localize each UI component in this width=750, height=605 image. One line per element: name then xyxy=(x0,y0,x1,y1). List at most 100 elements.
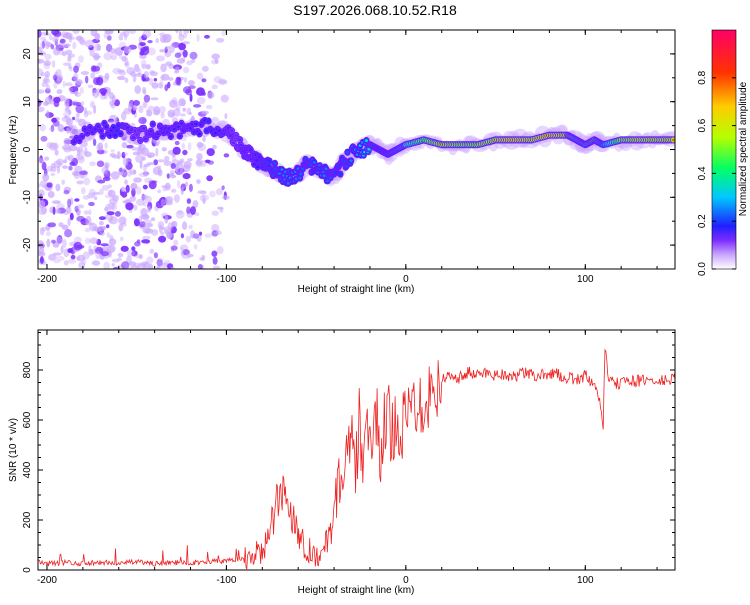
noise-blob xyxy=(174,140,180,146)
noise-blob xyxy=(147,222,154,228)
noise-blob xyxy=(67,154,74,162)
noise-blob xyxy=(204,34,210,39)
noise-blob xyxy=(88,188,96,198)
noise-blob xyxy=(160,112,165,119)
noise-blob xyxy=(211,53,220,60)
colorbar-tick-label: 0.8 xyxy=(697,70,708,84)
noise-blob xyxy=(72,41,77,50)
noise-blob xyxy=(182,49,188,58)
noise-blob xyxy=(142,30,152,39)
noise-blob xyxy=(142,235,151,240)
noise-blob xyxy=(164,215,169,224)
noise-blob xyxy=(159,49,166,53)
noise-blob xyxy=(131,147,139,151)
noise-blob xyxy=(44,96,52,105)
noise-blob xyxy=(99,231,105,237)
noise-blob xyxy=(184,76,187,83)
noise-blob xyxy=(110,48,117,55)
noise-blob xyxy=(191,59,196,63)
noise-blob xyxy=(160,74,165,81)
noise-blob xyxy=(118,52,123,60)
noise-blob xyxy=(106,224,110,229)
noise-blob xyxy=(126,67,135,75)
halo-blob xyxy=(69,124,79,138)
noise-blob xyxy=(131,246,136,251)
noise-blob xyxy=(141,239,151,244)
noise-blob xyxy=(165,46,171,50)
noise-blob xyxy=(219,207,224,213)
noise-blob xyxy=(182,33,188,39)
noise-blob xyxy=(98,216,106,221)
noise-blob xyxy=(214,58,219,64)
noise-blob xyxy=(57,124,65,132)
noise-blob xyxy=(204,233,213,238)
noise-blob xyxy=(76,256,81,261)
noise-blob xyxy=(219,79,228,85)
noise-blob xyxy=(173,194,180,203)
noise-blob xyxy=(78,118,87,127)
y-tick-label: 0 xyxy=(22,146,33,152)
noise-blob xyxy=(72,30,80,35)
ridge-cell-core xyxy=(324,167,328,171)
noise-blob xyxy=(38,206,47,216)
noise-blob xyxy=(46,182,53,188)
snr-xlabel: Height of straight line (km) xyxy=(298,585,415,596)
noise-blob xyxy=(120,236,124,242)
noise-blob xyxy=(82,195,90,200)
noise-blob xyxy=(96,44,102,51)
noise-blob xyxy=(157,159,165,163)
noise-blob xyxy=(52,206,56,215)
noise-blob xyxy=(75,102,82,107)
noise-blob xyxy=(111,263,115,267)
noise-blob xyxy=(53,81,58,89)
x-tick-label: 100 xyxy=(577,274,594,285)
noise-blob xyxy=(45,40,50,50)
noise-blob xyxy=(88,209,92,216)
noise-blob xyxy=(54,149,59,156)
noise-blob xyxy=(133,177,142,183)
noise-blob xyxy=(83,110,93,116)
noise-blob xyxy=(211,210,219,216)
noise-blob xyxy=(121,191,128,198)
noise-blob xyxy=(116,151,121,160)
noise-blob xyxy=(188,183,193,192)
noise-blob xyxy=(201,78,207,83)
noise-blob xyxy=(38,183,42,188)
ridge-cell-core xyxy=(312,161,316,164)
noise-blob xyxy=(120,31,126,36)
noise-blob xyxy=(119,168,123,173)
noise-blob xyxy=(69,135,75,139)
noise-blob xyxy=(157,221,165,229)
noise-blob xyxy=(127,103,132,112)
noise-blob xyxy=(141,34,148,41)
noise-blob xyxy=(75,112,80,118)
noise-blob xyxy=(38,240,44,248)
noise-blob xyxy=(126,144,134,149)
spectrogram-ylabel: Frequency (Hz) xyxy=(8,116,19,185)
noise-blob xyxy=(121,222,127,227)
noise-blob xyxy=(137,262,147,269)
noise-blob xyxy=(121,142,128,149)
noise-blob xyxy=(141,194,148,200)
noise-blob xyxy=(92,89,99,99)
spectrogram-xlabel: Height of straight line (km) xyxy=(298,284,415,295)
noise-blob xyxy=(161,227,166,231)
noise-blob xyxy=(196,179,201,184)
noise-blob xyxy=(44,53,52,61)
noise-blob xyxy=(161,147,167,152)
noise-blob xyxy=(118,34,124,41)
noise-blob xyxy=(206,175,213,182)
ridge-cell-core xyxy=(135,133,139,137)
noise-blob xyxy=(129,195,137,202)
noise-blob xyxy=(128,266,133,269)
noise-blob xyxy=(144,228,154,234)
noise-blob xyxy=(44,70,51,78)
noise-blob xyxy=(170,245,178,251)
noise-blob xyxy=(189,93,193,102)
noise-blob xyxy=(224,113,228,120)
noise-blob xyxy=(62,80,66,88)
noise-blob xyxy=(148,77,154,86)
noise-blob xyxy=(38,58,45,64)
noise-blob xyxy=(138,254,143,260)
noise-blob xyxy=(70,254,76,260)
